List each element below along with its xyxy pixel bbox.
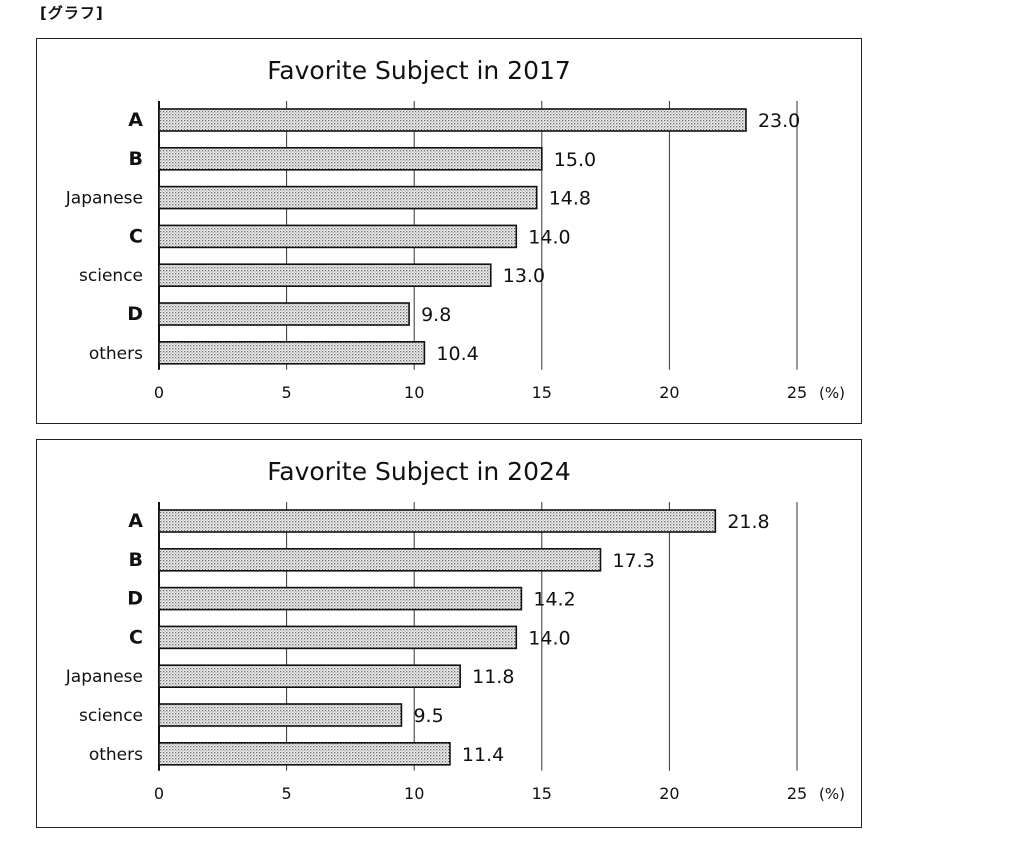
chart-2024-tick-label-0: 0 (154, 784, 164, 803)
chart-2024-value-label-others: 11.4 (462, 744, 504, 766)
chart-2017-category-label-japanese: Japanese (65, 189, 143, 209)
chart-2024-value-label-science: 9.5 (413, 705, 443, 727)
chart-2024-value-label-d: 14.2 (533, 589, 575, 611)
chart-2024-svg: Favorite Subject in 2024 A 21.8 B 17.3 D 14.2 C… (65, 457, 845, 803)
chart-2017-category-label-others: others (89, 344, 143, 364)
chart-2017-bar-a (158, 108, 747, 132)
chart-2024-tick-label-10: 10 (404, 784, 424, 803)
chart-2017-value-label-c: 14.0 (528, 226, 570, 248)
chart-2017-bar-japanese (158, 185, 538, 210)
chart-2024-bar-science (158, 703, 403, 727)
chart-2017-bar-b (158, 147, 543, 171)
chart-2017-value-label-science: 13.0 (503, 265, 545, 287)
chart-2017-tick-label-15: 15 (532, 383, 552, 402)
chart-2017-tick-label-20: 20 (659, 383, 679, 402)
chart-2017-bar-science (158, 263, 492, 287)
chart-2024-bar-b (158, 548, 602, 572)
chart-2024-value-label-c: 14.0 (528, 627, 570, 649)
chart-2024-unit-label: (%) (819, 785, 845, 803)
chart-2024-category-label-a: A (128, 510, 143, 532)
chart-2024-value-label-b: 17.3 (612, 550, 654, 572)
chart-2017-bar-d (158, 302, 410, 326)
chart-2024: Favorite Subject in 2024 A 21.8 B 17.3 D 14.2 C… (36, 439, 862, 828)
chart-2024-value-label-japanese: 11.8 (472, 666, 514, 688)
chart-2017-value-label-others: 10.4 (436, 343, 478, 365)
chart-2024-category-label-b: B (129, 549, 143, 571)
chart-2017-tick-label-0: 0 (154, 383, 164, 402)
chart-2024-bar-others (158, 741, 451, 766)
chart-2024-bar-d (158, 586, 523, 611)
chart-2017-tick-label-25: 25 (787, 383, 807, 402)
chart-2017-category-label-a: A (128, 109, 143, 131)
chart-2017-value-label-japanese: 14.8 (549, 188, 591, 210)
chart-2024-category-label-c: C (129, 626, 143, 648)
chart-2017-bar-c (158, 224, 518, 249)
chart-2017-unit-label: (%) (819, 384, 845, 402)
chart-2017-title: Favorite Subject in 2017 (267, 56, 571, 85)
chart-2017: Favorite Subject in 2017 A 23.0 B 15.0 Japane… (36, 38, 862, 424)
chart-2017-tick-label-10: 10 (404, 383, 424, 402)
chart-2024-tick-label-25: 25 (787, 784, 807, 803)
chart-2017-category-label-science: science (79, 266, 143, 286)
chart-2024-bar-c (158, 625, 518, 650)
chart-2024-title: Favorite Subject in 2024 (267, 457, 571, 486)
chart-2017-value-label-b: 15.0 (554, 149, 596, 171)
chart-2017-category-label-b: B (129, 148, 143, 170)
chart-2017-value-label-d: 9.8 (421, 304, 451, 326)
chart-2024-bar-a (158, 509, 717, 533)
chart-2024-category-label-japanese: Japanese (65, 667, 143, 687)
chart-2017-value-label-a: 23.0 (758, 110, 800, 132)
chart-2024-value-label-a: 21.8 (727, 511, 769, 533)
chart-2017-category-label-c: C (129, 225, 143, 247)
chart-2017-tick-label-5: 5 (282, 383, 292, 402)
chart-2024-tick-label-20: 20 (659, 784, 679, 803)
chart-2024-bar-japanese (158, 664, 461, 688)
chart-2024-tick-label-15: 15 (532, 784, 552, 803)
page-label: [グラフ] (40, 4, 104, 22)
chart-2024-category-label-d: D (127, 588, 143, 610)
chart-2017-bar-others (158, 340, 426, 365)
chart-2024-category-label-others: others (89, 745, 143, 765)
chart-2017-category-label-d: D (127, 303, 143, 325)
chart-2024-category-label-science: science (79, 706, 143, 726)
chart-2017-svg: Favorite Subject in 2017 A 23.0 B 15.0 Japane… (65, 56, 845, 402)
chart-2024-tick-label-5: 5 (282, 784, 292, 803)
